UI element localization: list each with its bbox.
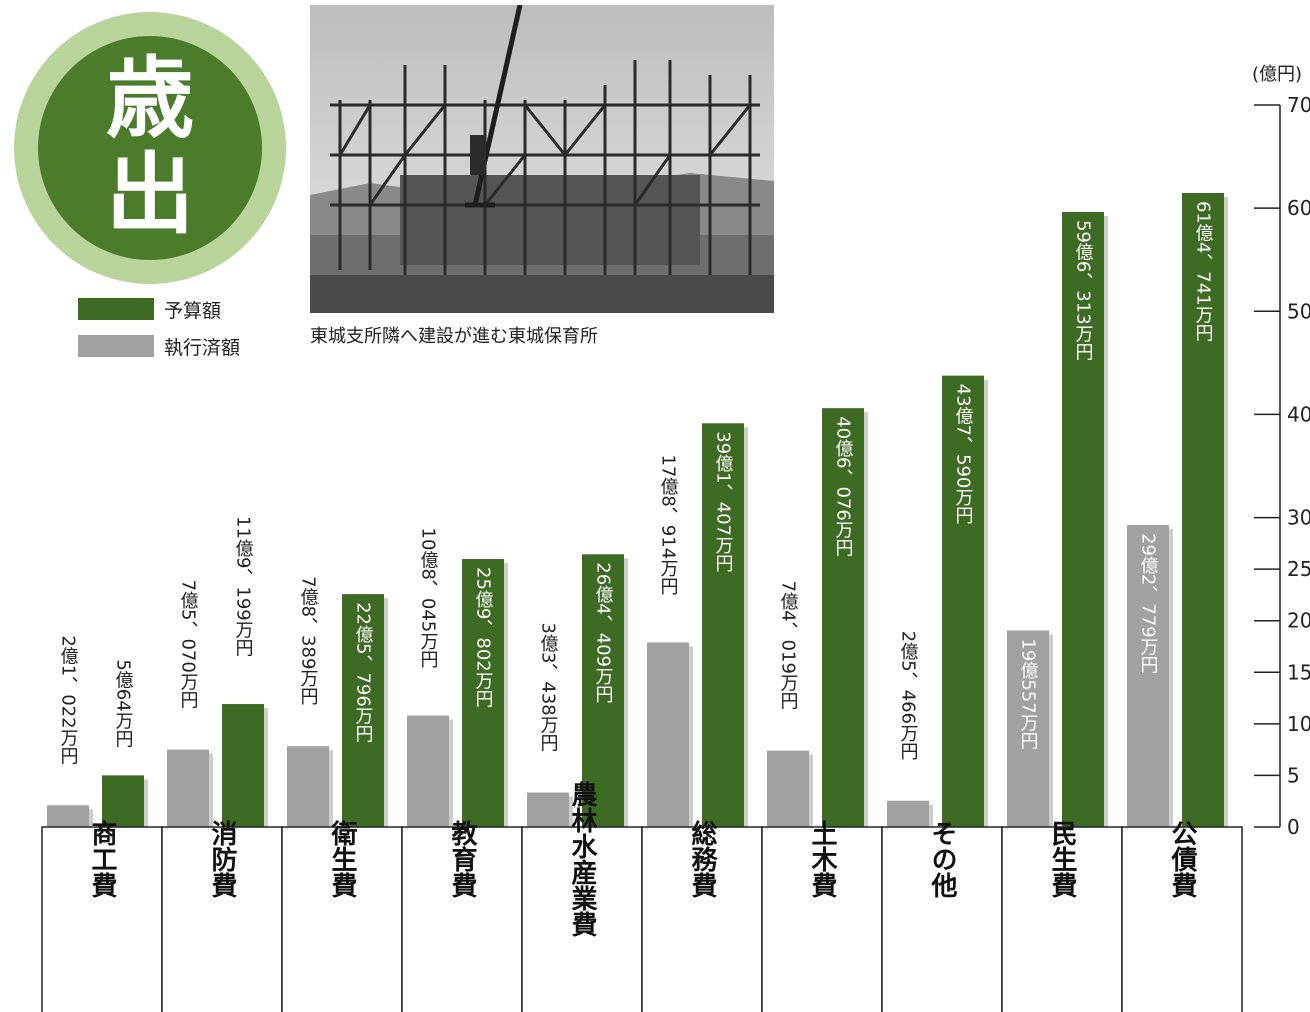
- bar-value-label-executed: 7億8、389万円: [298, 576, 319, 706]
- bar-executed: [167, 749, 209, 827]
- bar-value-label-executed: 17億8、914万円: [658, 454, 679, 596]
- legend-swatch-executed: [78, 335, 158, 361]
- bar-value-label-budget: 11億9、199万円: [233, 516, 254, 658]
- bar-executed: [647, 642, 689, 827]
- y-tick-label: 25: [1287, 557, 1310, 581]
- category-boxes-group: 商工費 消防費 衛生費 教育費 農林水産業費 総務費 土木費 その他 民生費 公債費: [41, 781, 1243, 1012]
- y-tick-label: 30: [1287, 506, 1310, 530]
- bar-executed: [887, 800, 929, 827]
- bar-budget: [102, 775, 144, 827]
- y-tick-label: 0: [1287, 815, 1300, 839]
- y-tick-label: 15: [1287, 660, 1310, 684]
- bar-value-label-executed: 7億4、019万円: [778, 581, 799, 711]
- category-label: 土木費: [807, 820, 838, 898]
- bar-executed: [1007, 630, 1049, 827]
- bar-value-label-budget: 5億64万円: [113, 659, 134, 748]
- y-tick-label: 50: [1287, 299, 1310, 323]
- bar-executed: [527, 792, 569, 827]
- bar-value-label-executed: 10億8、045万円: [418, 528, 439, 670]
- category-box: [521, 826, 643, 1012]
- bar-budget: [342, 594, 384, 827]
- y-tick-label: 20: [1287, 609, 1310, 633]
- category-label: 公債費: [1167, 820, 1198, 898]
- y-axis-unit-label: (億円): [1252, 64, 1302, 85]
- category-label: 総務費: [687, 819, 717, 898]
- category-box: [881, 826, 1003, 1012]
- category-box: [761, 826, 883, 1012]
- legend-swatch-budget: [78, 298, 158, 324]
- photo-caption: 東城支所隣へ建設が進む東城保育所: [310, 326, 598, 347]
- bar-value-label-budget: 22億5、796万円: [353, 602, 374, 744]
- legend-label-budget: 予算額: [164, 300, 222, 322]
- bar-budget: [822, 408, 864, 827]
- bar-value-label-executed: 19億557万円: [1018, 638, 1039, 750]
- category-label: 民生費: [1047, 820, 1077, 898]
- category-label: 農林水産業費: [567, 781, 597, 937]
- category-label: 教育費: [447, 820, 477, 898]
- category-box: [161, 826, 283, 1012]
- bar-value-label-executed: 7億5、070万円: [178, 580, 199, 710]
- y-axis-group: 0 5 10 15 20 25 30 40 50 60 70 (億円): [1252, 64, 1310, 839]
- category-label: 消防費: [207, 820, 237, 898]
- bar-value-label-budget: 26億4、409万円: [593, 562, 614, 704]
- bar-executed: [767, 750, 809, 827]
- bar-executed: [287, 746, 329, 827]
- y-tick-label: 10: [1287, 712, 1310, 736]
- heading-emblem-disc: 歳 出: [38, 36, 262, 260]
- y-tick-label: 70: [1287, 93, 1310, 117]
- heading-char-2: 出: [105, 142, 194, 246]
- heading-char-1: 歳: [105, 46, 194, 150]
- construction-photo: [310, 5, 774, 313]
- bar-executed: [407, 715, 449, 827]
- bars-group: [47, 192, 1228, 827]
- y-tick-label: 40: [1287, 402, 1310, 426]
- heading-emblem: 歳 出: [14, 12, 286, 284]
- bar-value-label-executed: 2億1、022万円: [58, 635, 79, 765]
- legend-label-executed: 執行済額: [164, 337, 241, 359]
- bar-budget: [222, 704, 264, 827]
- bar-budget: [462, 559, 504, 827]
- bar-value-label-budget: 25億9、802万円: [473, 567, 494, 709]
- bar-value-label-budget: 43億7、590万円: [953, 384, 974, 526]
- bar-executed: [47, 805, 89, 827]
- bar-value-label-executed: 29億2、779万円: [1138, 533, 1159, 675]
- bar-budget: [702, 423, 744, 827]
- bar-executed: [1127, 525, 1169, 827]
- bar-value-label-budget: 39億1、407万円: [713, 431, 734, 573]
- bar-value-label-budget: 40億6、076万円: [833, 416, 854, 558]
- category-label: 衛生費: [327, 820, 358, 898]
- bar-budget: [1182, 192, 1224, 827]
- bar-budget: [942, 375, 984, 827]
- bar-value-label-executed: 2億5、466万円: [898, 631, 919, 761]
- category-label: 商工費: [87, 819, 117, 898]
- bar-labels-group: 2億1、022万円 5億64万円 7億5、070万円 11億9、199万円 7億8、38…: [58, 201, 1214, 765]
- category-box: [401, 826, 523, 1012]
- y-tick-label: 60: [1287, 196, 1310, 220]
- category-label: その他: [927, 820, 958, 898]
- bar-value-label-budget: 61億4、741万円: [1193, 201, 1214, 343]
- bar-value-label-budget: 59億6、313万円: [1073, 220, 1094, 362]
- category-box: [1121, 826, 1243, 1012]
- bar-value-label-executed: 3億3、438万円: [538, 623, 559, 753]
- bar-budget: [582, 554, 624, 827]
- y-tick-label: 5: [1287, 763, 1300, 787]
- bar-budget: [1062, 211, 1104, 827]
